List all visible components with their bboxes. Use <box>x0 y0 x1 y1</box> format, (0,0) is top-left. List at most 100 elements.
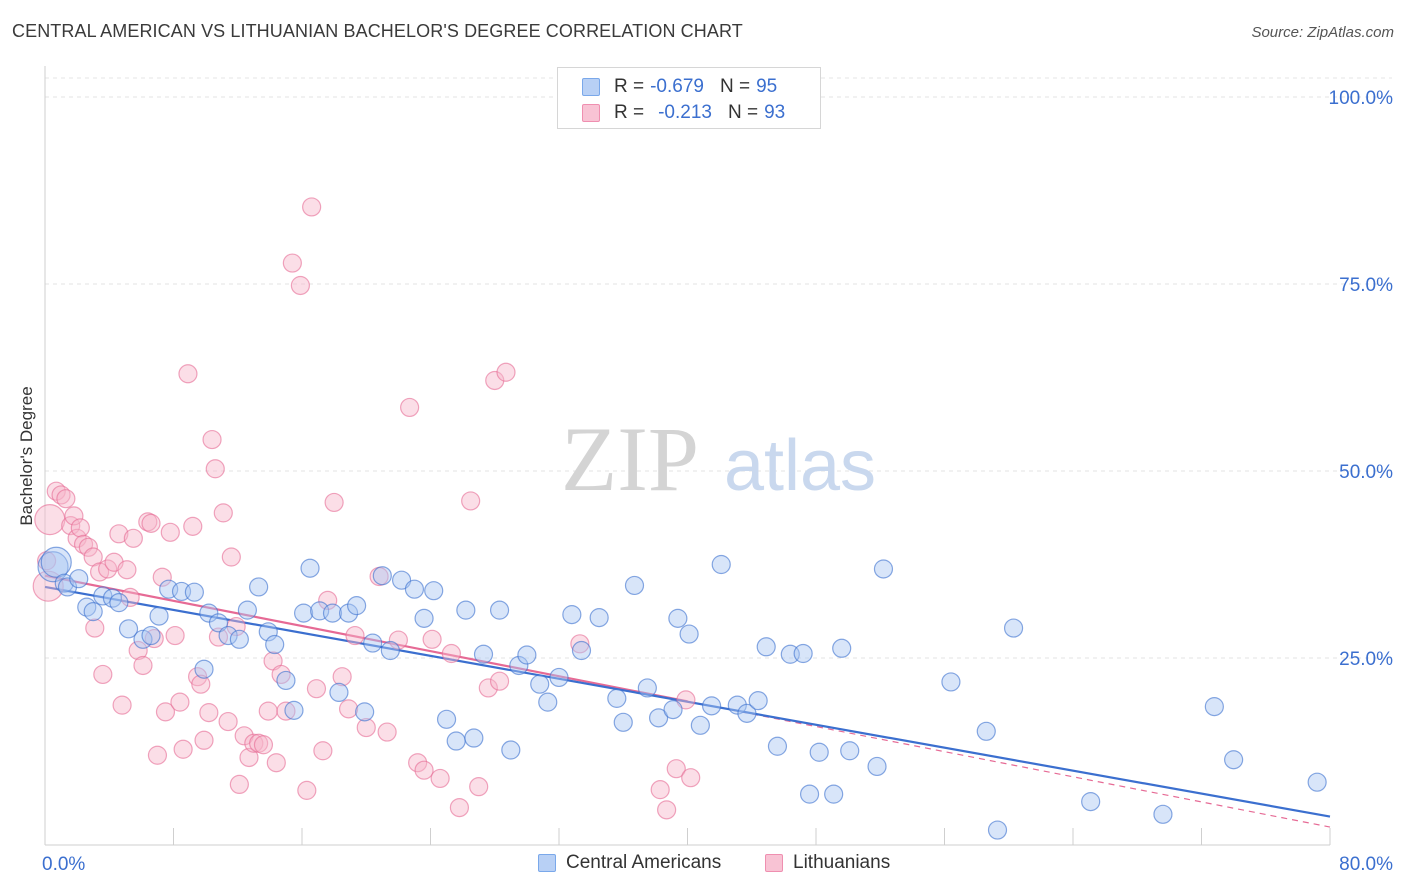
central-american-point <box>184 582 204 602</box>
central-american-points <box>37 546 1327 840</box>
lithuanian-point <box>258 701 278 721</box>
lithuanian-point <box>276 701 296 721</box>
y-tick-label: 50.0% <box>1339 462 1393 483</box>
lithuanian-point <box>461 491 481 511</box>
lithuanian-point <box>377 722 397 742</box>
central-american-point <box>40 546 72 578</box>
lithuanian-point <box>657 800 677 820</box>
lithuanian-point <box>165 625 185 646</box>
central-american-point <box>1204 697 1224 717</box>
lithuanian-points <box>32 197 701 820</box>
central-american-point <box>141 625 161 646</box>
y-tick-label: 100.0% <box>1329 88 1394 109</box>
trend-lines <box>44 574 1331 828</box>
central-american-point <box>404 579 425 599</box>
central-american-point <box>489 600 510 620</box>
lithuanian-point <box>221 547 241 567</box>
y-tick-label: 25.0% <box>1339 649 1393 670</box>
central-american-point <box>756 637 776 657</box>
central-american-point <box>1153 804 1173 824</box>
central-american-point <box>873 559 894 579</box>
source-label: Source: ZipAtlas.com <box>1251 24 1394 41</box>
legend-r-value: -0.679 <box>650 76 704 97</box>
lithuanian-point <box>123 528 143 548</box>
central-american-point <box>1307 772 1327 792</box>
lithuanian-point <box>332 667 352 687</box>
lithuanian-point <box>469 777 489 797</box>
lithuanian-point <box>666 759 686 779</box>
lithuanian-point <box>191 674 211 694</box>
central-american-point <box>229 629 249 649</box>
lithuanian-point <box>570 634 590 654</box>
central-american-point <box>589 608 609 628</box>
central-american-point <box>446 731 466 751</box>
central-american-point <box>83 602 103 622</box>
central-american-point <box>668 608 688 628</box>
lithuanian-point <box>205 459 225 479</box>
lithuanian-point <box>141 513 161 533</box>
lithuanian-point <box>318 590 338 611</box>
series-swatch-lithuanian <box>765 854 783 872</box>
central-trend-line <box>44 585 1331 818</box>
legend-swatch-central <box>582 78 600 96</box>
lithuanian-point <box>160 522 180 542</box>
lithuanian-point <box>676 690 696 710</box>
legend-swatch-lithuanian <box>582 104 600 122</box>
legend-row-central: R = -0.679 N = 95 <box>582 75 777 99</box>
central-american-point <box>194 659 214 679</box>
central-american-point <box>562 605 582 625</box>
lithuanian-point <box>306 679 327 699</box>
central-american-point <box>380 640 400 661</box>
central-american-point <box>355 702 375 722</box>
series-legend-label: Lithuanians <box>793 852 891 873</box>
central-american-point <box>530 674 550 694</box>
central-american-point <box>347 596 367 616</box>
lithuanian-point <box>218 711 238 732</box>
series-legend-central[interactable]: Central Americans <box>538 852 721 874</box>
central-american-point <box>809 742 829 762</box>
central-american-point <box>249 577 269 597</box>
lithuanian-point <box>345 625 365 646</box>
y-axis-label: Bachelor's Degree <box>17 386 36 525</box>
central-american-point <box>276 670 296 691</box>
central-american-point <box>701 696 722 716</box>
lithuanian-point <box>338 699 359 719</box>
lithuanian-point <box>388 630 408 650</box>
lithuanian-point <box>194 730 214 750</box>
lithuanian-point <box>297 780 317 800</box>
central-american-point <box>237 600 257 620</box>
central-american-point <box>199 603 219 623</box>
lithuanian-point <box>147 745 168 765</box>
central-american-point <box>294 603 314 623</box>
lithuanian-point <box>199 703 219 723</box>
series-legend-lithuanian[interactable]: Lithuanians <box>765 852 890 874</box>
central-american-point <box>300 558 320 578</box>
central-american-point <box>987 820 1008 840</box>
lithuanian-point <box>681 768 701 788</box>
central-american-point <box>509 655 529 676</box>
lithuanian-point <box>183 516 203 536</box>
lithuanian-point <box>489 671 510 691</box>
central-american-point <box>711 554 731 575</box>
central-american-point <box>607 688 627 708</box>
y-tick-label: 75.0% <box>1339 275 1393 296</box>
central-american-point <box>549 667 569 688</box>
lithuanian-point <box>70 518 90 538</box>
lithuanian-point <box>93 664 113 685</box>
watermark: ZIP atlas <box>561 408 876 510</box>
central-american-point <box>1224 750 1244 770</box>
lithuanian-point <box>208 627 229 647</box>
lithuanian-point <box>229 774 249 795</box>
lithuanian-point <box>202 429 222 450</box>
central-american-point <box>824 784 844 804</box>
central-american-point <box>414 608 434 628</box>
lithuanian-point <box>213 503 233 523</box>
central-american-point <box>54 573 74 593</box>
central-american-point <box>37 551 69 583</box>
central-american-point <box>69 569 89 589</box>
lithuanian-point <box>178 364 198 384</box>
lithuanian-point <box>496 362 516 382</box>
lithuanian-trend-line <box>44 574 688 703</box>
central-american-point <box>338 603 359 623</box>
